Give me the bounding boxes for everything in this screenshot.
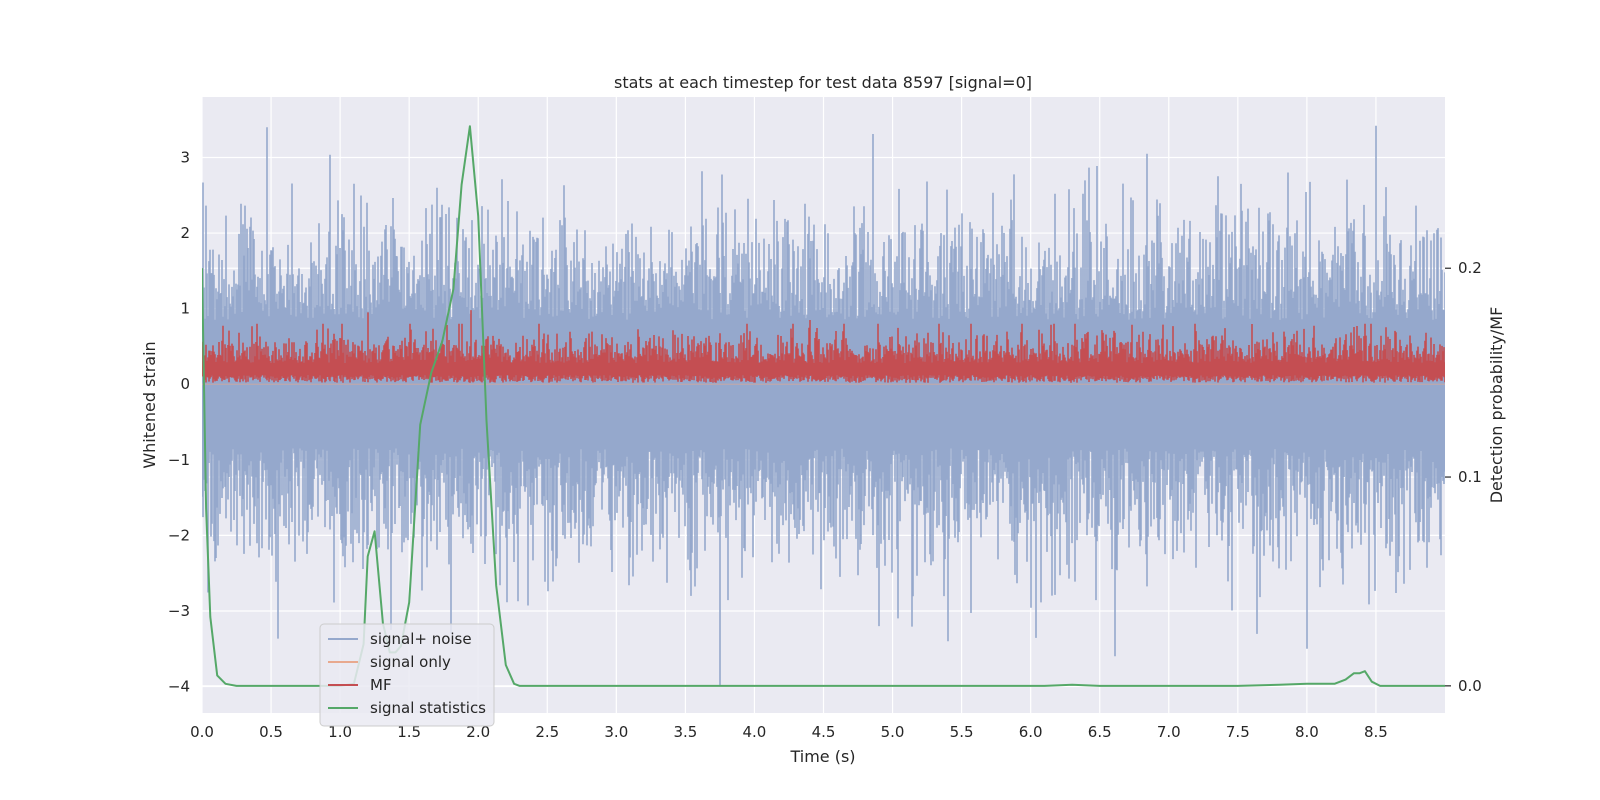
x-tick-label: 8.0 — [1295, 723, 1319, 741]
x-tick-label: 6.0 — [1019, 723, 1043, 741]
series-mf-trace — [202, 310, 1445, 383]
y-tick-label: −3 — [168, 602, 190, 620]
legend-entry: signal+ noise — [370, 630, 472, 648]
series-layer — [202, 125, 1445, 687]
x-tick-label: 2.0 — [466, 723, 490, 741]
x-tick-label: 5.0 — [881, 723, 905, 741]
x-tick-label: 3.0 — [604, 723, 628, 741]
y-tick-label: 1 — [180, 300, 190, 318]
y2-tick-label: 0.2 — [1458, 259, 1482, 277]
x-tick-label: 0.0 — [190, 723, 214, 741]
legend: signal+ noise signal only MF signal statist… — [319, 623, 495, 727]
legend-entry: signal statistics — [370, 699, 486, 717]
y-tick-label: −2 — [168, 526, 190, 544]
chart-title: stats at each timestep for test data 859… — [614, 73, 1032, 92]
x-tick-label: 1.5 — [397, 723, 421, 741]
x-tick-label: 0.5 — [259, 723, 283, 741]
y-axis-label: Whitened strain — [140, 341, 159, 468]
y2-tick-label: 0.1 — [1458, 468, 1482, 486]
legend-frame — [319, 623, 495, 727]
x-axis-ticks: 0.0 0.5 1.0 1.5 2.0 2.5 3.0 3.5 4.0 4.5 5.0 5.5 6.0 6… — [190, 723, 1388, 741]
y-tick-label: 2 — [180, 224, 190, 242]
x-tick-label: 4.5 — [812, 723, 836, 741]
y-tick-label: −1 — [168, 451, 190, 469]
x-tick-label: 6.5 — [1088, 723, 1112, 741]
x-tick-label: 8.5 — [1364, 723, 1388, 741]
x-tick-label: 2.5 — [535, 723, 559, 741]
x-tick-label: 5.5 — [950, 723, 974, 741]
y-tick-label: 0 — [180, 375, 190, 393]
legend-entry: MF — [370, 676, 392, 694]
x-axis-label: Time (s) — [789, 747, 855, 766]
y2-tick-label: 0.0 — [1458, 677, 1482, 695]
x-tick-label: 7.5 — [1226, 723, 1250, 741]
y2-axis-ticks: 0.2 0.1 0.0 — [1445, 259, 1482, 695]
y-tick-label: 3 — [180, 148, 190, 166]
x-tick-label: 3.5 — [673, 723, 697, 741]
x-tick-label: 7.0 — [1157, 723, 1181, 741]
y2-axis-label: Detection probability/MF — [1487, 307, 1506, 504]
x-tick-label: 1.0 — [328, 723, 352, 741]
x-tick-label: 4.0 — [743, 723, 767, 741]
y-axis-ticks: 3 2 1 0 −1 −2 −3 −4 — [168, 148, 190, 695]
y-tick-label: −4 — [168, 678, 190, 696]
legend-entry: signal only — [370, 653, 451, 671]
